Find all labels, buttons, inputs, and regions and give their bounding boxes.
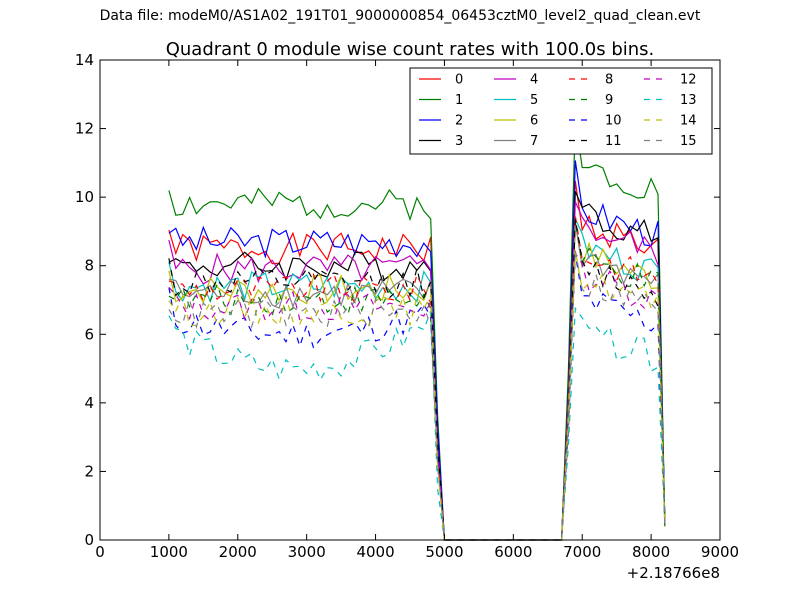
x-tick-label: 7000 — [563, 543, 601, 561]
series-line-4 — [168, 201, 666, 541]
legend-label-4: 4 — [530, 73, 538, 88]
legend-label-5: 5 — [530, 93, 538, 108]
figure-suptitle: Data file: modeM0/AS1A02_191T01_90000008… — [99, 8, 701, 24]
x-tick-label: 9000 — [701, 543, 739, 561]
legend-label-14: 14 — [680, 114, 697, 129]
series-line-5 — [168, 218, 666, 541]
legend-label-10: 10 — [605, 114, 622, 129]
y-tick-label: 6 — [84, 325, 94, 343]
legend-label-13: 13 — [680, 93, 697, 108]
y-tick-label: 10 — [75, 188, 94, 206]
x-tick-label: 3000 — [288, 543, 326, 561]
legend-label-6: 6 — [530, 114, 538, 129]
legend-label-15: 15 — [680, 134, 697, 149]
legend-label-12: 12 — [680, 73, 697, 88]
axis-ticks: 0 1000 2000 3000 4000 5000 6000 7000 8000 9000 0 2 4… — [75, 51, 739, 561]
y-tick-label: 14 — [75, 51, 94, 69]
legend-label-2: 2 — [455, 114, 463, 129]
series-lines — [168, 119, 666, 541]
legend-label-1: 1 — [455, 93, 463, 108]
x-offset-label: +2.18766e8 — [627, 564, 720, 582]
x-tick-label: 5000 — [425, 543, 463, 561]
x-tick-label: 4000 — [356, 543, 394, 561]
chart-title: Quadrant 0 module wise count rates with … — [166, 39, 655, 60]
legend-label-9: 9 — [605, 93, 613, 108]
plot-frame — [99, 59, 721, 541]
x-tick-label: 2000 — [219, 543, 257, 561]
legend-label-11: 11 — [605, 134, 622, 149]
legend-label-8: 8 — [605, 73, 613, 88]
legend-frame — [409, 67, 713, 155]
x-tick-label: 0 — [95, 543, 105, 561]
series-line-2 — [168, 160, 666, 541]
x-tick-label: 1000 — [150, 543, 188, 561]
y-tick-label: 0 — [84, 531, 94, 549]
series-line-1 — [168, 119, 666, 541]
y-tick-label: 2 — [84, 462, 94, 480]
series-line-12 — [168, 251, 666, 541]
x-tick-label: 8000 — [632, 543, 670, 561]
legend-label-3: 3 — [455, 134, 463, 149]
x-tick-label: 6000 — [494, 543, 532, 561]
y-tick-label: 12 — [75, 120, 94, 138]
series-line-13 — [168, 306, 666, 541]
y-tick-label: 4 — [84, 394, 94, 412]
series-line-15 — [168, 250, 666, 541]
series-line-0 — [168, 180, 666, 541]
legend-label-7: 7 — [530, 134, 538, 149]
legend-label-0: 0 — [455, 73, 463, 88]
y-tick-label: 8 — [84, 257, 94, 275]
